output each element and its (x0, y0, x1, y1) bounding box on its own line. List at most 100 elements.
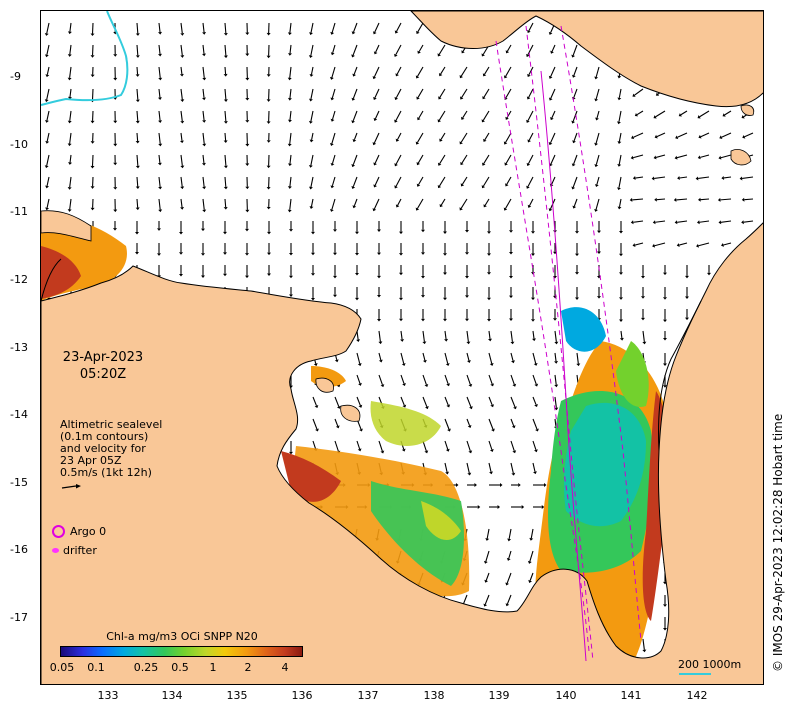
velocity-arrow (462, 110, 468, 119)
velocity-arrow (136, 110, 139, 122)
velocity-arrow-head (721, 175, 725, 180)
velocity-arrow (550, 154, 556, 165)
velocity-arrow-head (202, 53, 206, 57)
velocity-arrow-head (289, 294, 293, 297)
velocity-arrow-head (642, 649, 647, 653)
velocity-arrow-head (535, 428, 539, 432)
velocity-arrow-head (288, 163, 292, 167)
velocity-arrow-head (351, 31, 356, 35)
velocity-arrow (395, 110, 402, 121)
velocity-arrow-head (616, 187, 621, 191)
velocity-arrow (595, 154, 600, 165)
y-tick-label: -10 (10, 138, 28, 151)
velocity-arrow (310, 22, 314, 33)
velocity-arrow (505, 66, 512, 77)
velocity-arrow-head (372, 208, 377, 212)
velocity-arrow-head (443, 272, 447, 276)
velocity-arrow-head (511, 360, 515, 364)
velocity-arrow (69, 66, 72, 78)
velocity-arrow (202, 198, 205, 210)
velocity-arrow-head (421, 252, 425, 255)
velocity-arrow (224, 176, 227, 187)
velocity-arrow-head (266, 140, 271, 143)
map-frame (40, 10, 764, 685)
velocity-arrow-head (422, 341, 427, 345)
velocity-arrow (550, 88, 556, 99)
velocity-arrow (506, 44, 512, 52)
velocity-arrow (482, 176, 490, 187)
argo-ring-icon (52, 525, 65, 538)
velocity-arrow-head (308, 98, 313, 102)
velocity-arrow (484, 198, 490, 206)
velocity-arrow-head (352, 139, 357, 143)
velocity-arrow (352, 44, 358, 56)
velocity-arrow (378, 440, 383, 452)
velocity-arrow-head (415, 141, 420, 145)
velocity-arrow-head (68, 162, 73, 165)
velocity-arrow (698, 176, 710, 180)
velocity-arrow-head (380, 450, 385, 454)
x-tick-label: 136 (291, 689, 313, 702)
velocity-arrow-head (674, 155, 678, 160)
velocity-arrow-head (619, 337, 624, 341)
velocity-arrow-head (400, 339, 405, 342)
velocity-arrow-head (572, 140, 576, 144)
velocity-arrow-head (417, 50, 421, 54)
velocity-arrow (400, 330, 403, 340)
velocity-arrow-head (380, 384, 385, 388)
velocity-arrow (700, 132, 710, 138)
velocity-arrow-head (245, 163, 250, 166)
coastline-detail (41, 258, 702, 452)
velocity-arrow-head (421, 295, 425, 298)
velocity-arrow-head (158, 77, 163, 81)
velocity-arrow-head (90, 120, 95, 124)
velocity-arrow-head (527, 139, 531, 143)
velocity-arrow-head (527, 73, 531, 77)
velocity-arrow-head (330, 31, 335, 35)
velocity-arrow-head (377, 275, 381, 279)
velocity-arrow-head (459, 207, 463, 211)
velocity-arrow (744, 132, 754, 138)
velocity-arrow (46, 154, 50, 166)
velocity-arrow-head (157, 253, 161, 256)
velocity-arrow (373, 132, 380, 144)
velocity-arrow (69, 198, 72, 210)
velocity-arrow-head (330, 52, 335, 56)
velocity-arrow-head (674, 220, 678, 225)
velocity-arrow (700, 154, 710, 158)
velocity-arrow-head (373, 51, 378, 55)
velocity-arrow-head (157, 162, 162, 166)
velocity-arrow (635, 176, 644, 179)
velocity-arrow-head (444, 338, 449, 342)
velocity-arrow (289, 66, 292, 78)
velocity-arrow (331, 176, 336, 187)
velocity-arrow-head (594, 142, 599, 146)
velocity-arrow-head (437, 119, 442, 123)
velocity-arrow-head (641, 275, 645, 279)
velocity-arrow (440, 66, 446, 75)
velocity-arrow (395, 44, 402, 55)
velocity-arrow-head (676, 243, 680, 247)
velocity-arrow-head (506, 557, 511, 561)
velocity-arrow (744, 198, 754, 201)
velocity-arrow (642, 638, 645, 650)
velocity-arrow (461, 176, 468, 185)
velocity-arrow (378, 374, 383, 386)
velocity-arrow-head (352, 205, 357, 209)
velocity-arrow-head (619, 230, 623, 234)
velocity-arrow-head (460, 96, 464, 100)
velocity-arrow (554, 352, 557, 362)
velocity-arrow (311, 132, 314, 140)
velocity-arrow (46, 176, 50, 187)
velocity-arrow (634, 88, 644, 96)
colorbar-tick-label: 4 (281, 661, 289, 674)
velocity-arrow-head (245, 53, 250, 57)
velocity-arrow-head (572, 205, 577, 209)
velocity-arrow-head (113, 143, 118, 147)
velocity-arrow-head (482, 162, 486, 166)
velocity-arrow-head (402, 404, 407, 408)
velocity-arrow-head (309, 139, 314, 143)
velocity-arrow-head (373, 162, 377, 166)
velocity-arrow-head (528, 579, 533, 583)
velocity-arrow (224, 132, 227, 141)
